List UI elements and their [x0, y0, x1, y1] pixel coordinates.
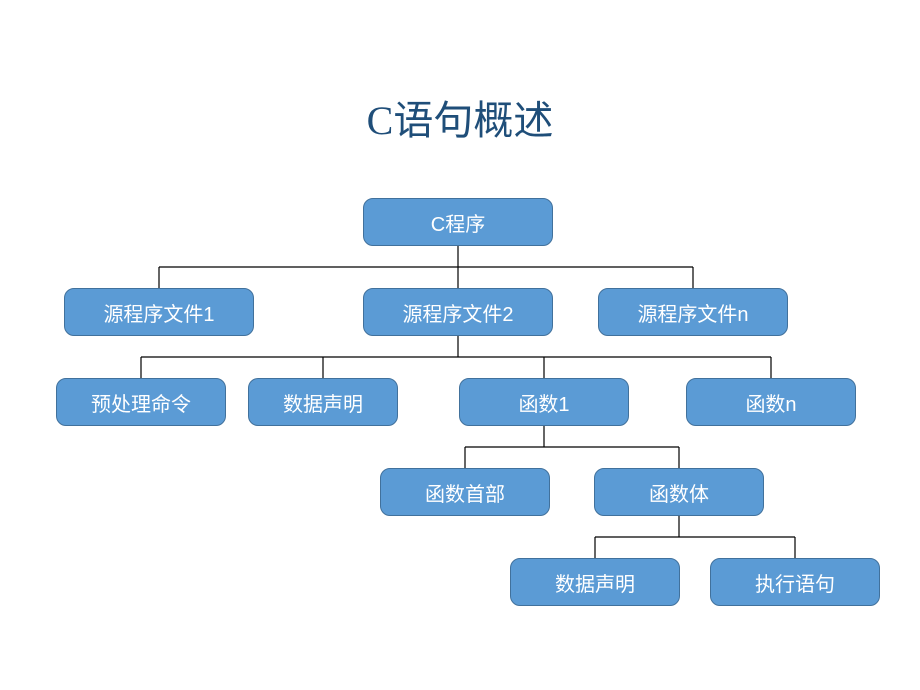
- tree-node-func1: 函数1: [459, 378, 629, 426]
- tree-node-fbody: 函数体: [594, 468, 764, 516]
- tree-node-data1: 数据声明: [248, 378, 398, 426]
- tree-node-exec: 执行语句: [710, 558, 880, 606]
- tree-node-funcn: 函数n: [686, 378, 856, 426]
- tree-node-fhead: 函数首部: [380, 468, 550, 516]
- tree-node-data2: 数据声明: [510, 558, 680, 606]
- tree-node-srcn: 源程序文件n: [598, 288, 788, 336]
- tree-node-root: C程序: [363, 198, 553, 246]
- tree-node-pre: 预处理命令: [56, 378, 226, 426]
- tree-node-src2: 源程序文件2: [363, 288, 553, 336]
- tree-node-src1: 源程序文件1: [64, 288, 254, 336]
- page-title: C语句概述: [0, 88, 920, 146]
